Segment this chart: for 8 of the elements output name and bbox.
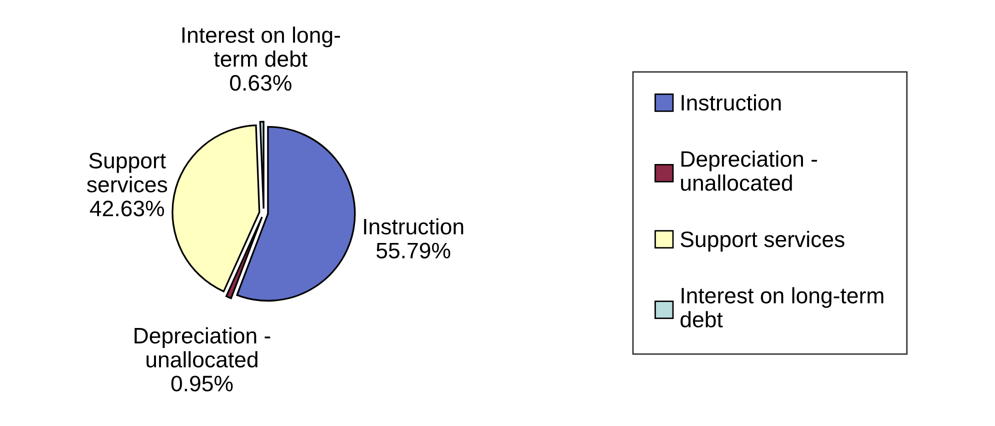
legend-label: Instruction: [682, 94, 781, 111]
legend-label: Depreciation - unallocated: [681, 150, 817, 191]
data-label: Instruction 55.79%: [364, 218, 464, 258]
legend-label: Interest on long-term debt: [680, 287, 884, 328]
data-label: Interest on long- term debt 0.63%: [182, 26, 340, 91]
legend-label: Support services: [680, 230, 844, 252]
data-label: Depreciation - unallocated 0.95%: [134, 327, 270, 392]
data-label: Support services 42.63%: [87, 152, 168, 216]
